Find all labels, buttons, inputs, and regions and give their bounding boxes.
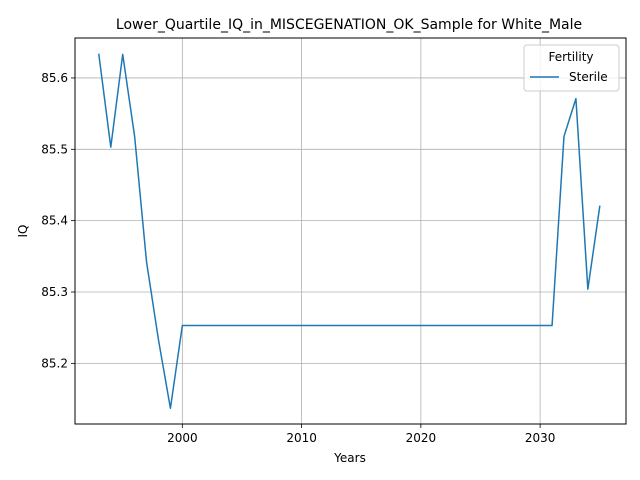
y-tick-label: 85.4 (41, 214, 68, 228)
grid-lines (75, 38, 626, 424)
x-axis-ticks: 2000 2010 2020 2030 (167, 424, 555, 445)
series-line-sterile (98, 53, 601, 410)
x-tick-label: 2000 (167, 431, 198, 445)
y-tick-label: 85.5 (41, 142, 68, 156)
x-axis-title: Years (333, 451, 366, 465)
plot-area-frame (74, 37, 627, 425)
series-layer (98, 53, 601, 410)
legend: Fertility Sterile (523, 44, 620, 92)
legend-box (523, 44, 620, 92)
y-axis-title: IQ (16, 225, 30, 238)
y-tick-label: 85.2 (41, 356, 68, 370)
y-tick-label: 85.6 (41, 71, 68, 85)
legend-title: Fertility (548, 50, 593, 64)
chart-title: Lower_Quartile_IQ_in_MISCEGENATION_OK_Sa… (116, 17, 582, 33)
x-tick-label: 2010 (286, 431, 317, 445)
x-tick-label: 2020 (406, 431, 437, 445)
y-tick-label: 85.3 (41, 285, 68, 299)
y-axis-ticks: 85.2 85.3 85.4 85.5 85.6 (41, 71, 75, 370)
x-tick-label: 2030 (525, 431, 556, 445)
legend-label-sterile: Sterile (569, 70, 608, 84)
